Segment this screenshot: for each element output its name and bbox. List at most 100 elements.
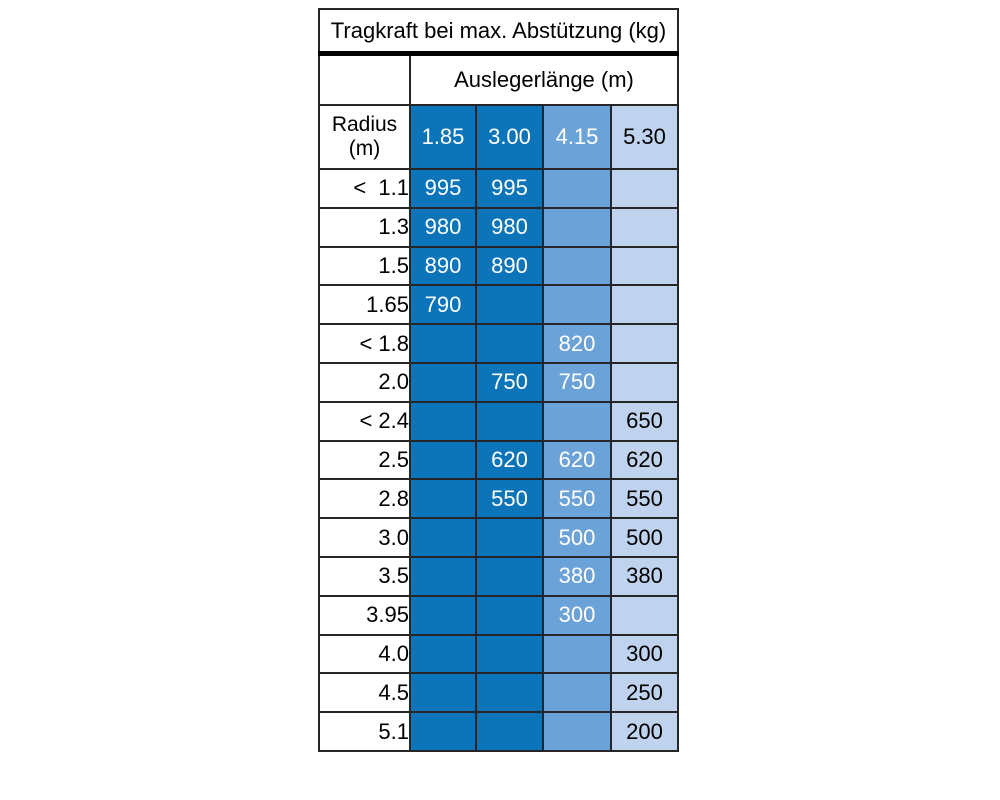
radius-cell: 4.0: [318, 633, 411, 675]
value-cell: [475, 555, 544, 597]
radius-cell: < 2.4: [318, 400, 411, 442]
value-cell: 650: [610, 400, 679, 442]
radius-cell: 1.65: [318, 284, 411, 326]
value-cell: 550: [610, 478, 679, 520]
value-cell: [610, 594, 679, 636]
value-cell: [409, 633, 477, 675]
value-cell: [409, 711, 477, 752]
table-title: Tragkraft bei max. Abstützung (kg): [318, 8, 679, 56]
column-header: 5.30: [610, 104, 679, 170]
value-cell: [542, 400, 612, 442]
column-header: 3.00: [475, 104, 544, 170]
table-row: 4.5 250: [318, 672, 679, 714]
table-row: 3.0 500 500: [318, 517, 679, 558]
value-cell: 995: [409, 168, 477, 209]
radius-header-line2: (m): [348, 137, 381, 160]
table-row: < 1.8 820: [318, 323, 679, 364]
radius-column-header: Radius (m): [318, 104, 411, 170]
value-cell: 380: [542, 555, 612, 597]
value-cell: [475, 594, 544, 636]
value-cell: [409, 323, 477, 364]
value-cell: [409, 439, 477, 481]
table-row: 2.0 750 750: [318, 361, 679, 403]
title-row: Tragkraft bei max. Abstützung (kg): [318, 8, 679, 56]
value-cell: 995: [475, 168, 544, 209]
value-cell: 300: [542, 594, 612, 636]
table-row: 1.5 890 890: [318, 245, 679, 287]
value-cell: [542, 245, 612, 287]
value-cell: 980: [409, 206, 477, 248]
value-cell: [542, 168, 612, 209]
value-cell: [610, 245, 679, 287]
value-cell: [475, 711, 544, 752]
radius-cell: 4.5: [318, 672, 411, 714]
value-cell: [475, 323, 544, 364]
column-group-label: Auslegerlänge (m): [409, 52, 679, 106]
value-cell: 620: [610, 439, 679, 481]
value-cell: 550: [542, 478, 612, 520]
radius-cell: 1.3: [318, 206, 411, 248]
table-row: 4.0 300: [318, 633, 679, 675]
load-capacity-table: Tragkraft bei max. Abstützung (kg) Ausle…: [318, 8, 679, 752]
value-cell: 550: [475, 478, 544, 520]
value-cell: 820: [542, 323, 612, 364]
column-header: 1.85: [409, 104, 477, 170]
radius-cell: < 1.8: [318, 323, 411, 364]
radius-cell: 2.8: [318, 478, 411, 520]
table-row: < 1.1 995 995: [318, 168, 679, 209]
radius-cell: 3.5: [318, 555, 411, 597]
radius-cell: 3.0: [318, 517, 411, 558]
column-header-row: Radius (m) 1.85 3.00 4.15 5.30: [318, 104, 679, 170]
radius-cell: 2.0: [318, 361, 411, 403]
value-cell: [475, 400, 544, 442]
value-cell: [409, 672, 477, 714]
value-cell: [610, 323, 679, 364]
table-row: 1.3 980 980: [318, 206, 679, 248]
value-cell: 790: [409, 284, 477, 326]
value-cell: [475, 672, 544, 714]
value-cell: [409, 594, 477, 636]
table-row: 2.8 550 550 550: [318, 478, 679, 520]
value-cell: [542, 206, 612, 248]
radius-cell: 2.5: [318, 439, 411, 481]
value-cell: 250: [610, 672, 679, 714]
value-cell: 980: [475, 206, 544, 248]
table-row: < 2.4 650: [318, 400, 679, 442]
value-cell: [409, 478, 477, 520]
value-cell: 620: [542, 439, 612, 481]
table-row: 1.65 790: [318, 284, 679, 326]
value-cell: 750: [542, 361, 612, 403]
value-cell: [610, 361, 679, 403]
value-cell: 500: [610, 517, 679, 558]
radius-cell: < 1.1: [318, 168, 411, 209]
value-cell: 300: [610, 633, 679, 675]
value-cell: [475, 517, 544, 558]
table-row: 5.1 200: [318, 711, 679, 752]
corner-cell: [318, 52, 411, 106]
value-cell: 380: [610, 555, 679, 597]
value-cell: [610, 206, 679, 248]
value-cell: [542, 672, 612, 714]
value-cell: [475, 633, 544, 675]
value-cell: 200: [610, 711, 679, 752]
value-cell: [610, 284, 679, 326]
value-cell: [409, 361, 477, 403]
value-cell: 500: [542, 517, 612, 558]
table-row: 3.95 300: [318, 594, 679, 636]
value-cell: [409, 555, 477, 597]
value-cell: 890: [475, 245, 544, 287]
table-row: 2.5 620 620 620: [318, 439, 679, 481]
value-cell: [409, 400, 477, 442]
value-cell: 620: [475, 439, 544, 481]
column-group-row: Auslegerlänge (m): [318, 52, 679, 106]
value-cell: [475, 284, 544, 326]
radius-cell: 3.95: [318, 594, 411, 636]
value-cell: [409, 517, 477, 558]
table-row: 3.5 380 380: [318, 555, 679, 597]
radius-header-line1: Radius: [331, 112, 398, 136]
value-cell: [542, 711, 612, 752]
value-cell: [542, 284, 612, 326]
value-cell: [610, 168, 679, 209]
load-capacity-table-wrap: Tragkraft bei max. Abstützung (kg) Ausle…: [318, 8, 679, 752]
